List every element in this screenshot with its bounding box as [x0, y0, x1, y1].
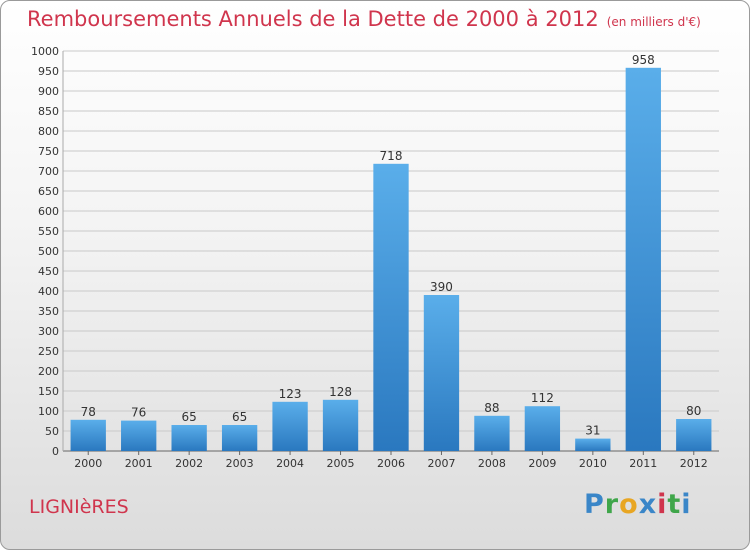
y-axis-ticks: 0 50 100 150 200 250 300 350 400 450 500 550 600 650 7… [31, 45, 59, 458]
x-tick-label-2010: 2010 [579, 457, 607, 470]
y-tick-label: 750 [38, 145, 59, 158]
logo-letter: o [619, 489, 639, 520]
logo-letter: P [584, 489, 605, 520]
x-tick-label-2003: 2003 [226, 457, 254, 470]
x-tick-label-2009: 2009 [528, 457, 556, 470]
bar-2006 [373, 163, 409, 452]
data-label-2000: 78 [81, 405, 96, 419]
y-tick-label: 400 [38, 285, 59, 298]
data-label-2005: 128 [329, 385, 352, 399]
x-tick-label-2006: 2006 [377, 457, 405, 470]
data-label-2007: 390 [430, 280, 453, 294]
x-tick-label-2005: 2005 [327, 457, 355, 470]
data-label-2011: 958 [632, 53, 655, 67]
logo-letter: r [604, 489, 620, 520]
bar-2001 [121, 420, 157, 451]
bar-2009 [524, 406, 561, 451]
data-labels: 78 76 65 65 123 128 718 390 88 112 31 958 80 [81, 53, 702, 438]
x-axis-ticks: 2000 2001 2002 2003 2004 2005 2006 2007 2008 2009… [74, 451, 708, 470]
commune-name: LIGNIèRES [29, 496, 129, 518]
y-tick-label: 450 [38, 265, 59, 278]
y-tick-label: 350 [38, 305, 59, 318]
y-tick-label: 600 [38, 205, 59, 218]
y-tick-label: 0 [52, 445, 59, 458]
proxiti-logo: Proxiti [584, 489, 692, 520]
bar-2007 [423, 295, 460, 451]
logo-letter: x [638, 489, 658, 520]
y-tick-label: 150 [38, 385, 59, 398]
bar-2011 [625, 67, 661, 452]
data-label-2003: 65 [232, 410, 247, 424]
logo-letter: t [667, 489, 682, 520]
x-tick-label-2008: 2008 [478, 457, 506, 470]
chart-subtitle: (en milliers d'€) [606, 15, 701, 29]
y-tick-label: 550 [38, 225, 59, 238]
data-label-2009: 112 [531, 391, 554, 405]
bar-2000 [70, 419, 106, 451]
bars [70, 67, 712, 452]
data-label-2012: 80 [686, 404, 701, 418]
bar-2002 [171, 425, 207, 451]
y-tick-label: 50 [45, 425, 59, 438]
y-tick-label: 250 [38, 345, 59, 358]
x-tick-label-2004: 2004 [276, 457, 304, 470]
y-tick-label: 650 [38, 185, 59, 198]
data-label-2001: 76 [131, 406, 146, 420]
bar-2008 [474, 415, 510, 451]
bar-2010 [575, 438, 611, 451]
x-tick-label-2002: 2002 [175, 457, 203, 470]
y-tick-label: 900 [38, 85, 59, 98]
data-label-2010: 31 [585, 424, 600, 438]
chart-title: Remboursements Annuels de la Dette de 20… [27, 7, 701, 31]
x-tick-label-2011: 2011 [629, 457, 657, 470]
y-tick-label: 700 [38, 165, 59, 178]
data-label-2002: 65 [182, 410, 197, 424]
chart-title-text: Remboursements Annuels de la Dette de 20… [27, 7, 599, 31]
y-tick-label: 500 [38, 245, 59, 258]
y-tick-label: 200 [38, 365, 59, 378]
y-tick-label: 1000 [31, 45, 59, 58]
x-tick-label-2000: 2000 [74, 457, 102, 470]
x-tick-label-2012: 2012 [680, 457, 708, 470]
y-tick-label: 100 [38, 405, 59, 418]
bar-2012 [676, 419, 712, 451]
logo-letter: i [681, 489, 692, 520]
data-label-2004: 123 [279, 387, 302, 401]
x-tick-label-2007: 2007 [427, 457, 455, 470]
x-tick-label-2001: 2001 [125, 457, 153, 470]
bar-2005 [322, 399, 359, 451]
data-label-2008: 88 [484, 401, 499, 415]
logo-letter: i [657, 489, 668, 520]
y-tick-label: 800 [38, 125, 59, 138]
y-tick-label: 950 [38, 65, 59, 78]
bar-2003 [221, 425, 258, 451]
y-tick-label: 850 [38, 105, 59, 118]
y-tick-label: 300 [38, 325, 59, 338]
data-label-2006: 718 [380, 149, 403, 163]
bar-2004 [272, 401, 308, 451]
